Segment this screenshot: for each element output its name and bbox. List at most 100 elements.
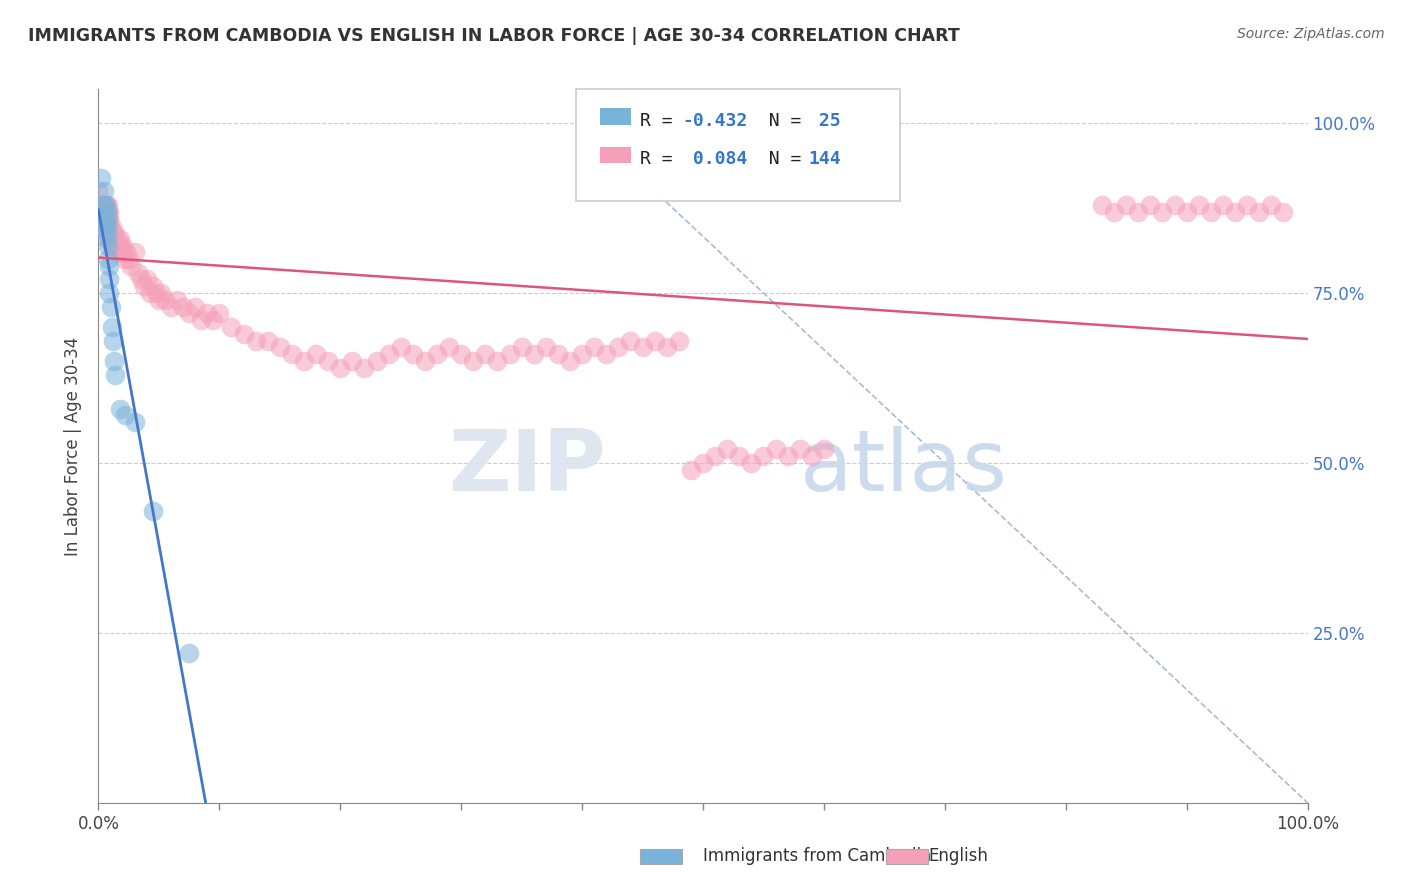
Point — [90, 170, 112, 185]
Point — [87, 184, 110, 198]
Point — [91, 211, 114, 226]
Point — [101, 334, 124, 348]
Point — [789, 442, 811, 457]
Point — [534, 341, 557, 355]
Point — [1249, 204, 1271, 219]
Point — [166, 293, 188, 307]
Point — [91, 218, 114, 232]
Point — [101, 225, 124, 239]
Point — [91, 204, 114, 219]
Point — [96, 204, 118, 219]
Point — [94, 211, 117, 226]
Text: atlas: atlas — [800, 425, 1008, 509]
Text: English: English — [928, 847, 988, 865]
Point — [98, 218, 121, 232]
Text: IMMIGRANTS FROM CAMBODIA VS ENGLISH IN LABOR FORCE | AGE 30-34 CORRELATION CHART: IMMIGRANTS FROM CAMBODIA VS ENGLISH IN L… — [28, 27, 960, 45]
Point — [114, 409, 136, 423]
Point — [96, 218, 118, 232]
Point — [510, 341, 533, 355]
Point — [1272, 204, 1295, 219]
Point — [1188, 198, 1211, 212]
Point — [342, 354, 364, 368]
Point — [89, 198, 111, 212]
Point — [91, 218, 114, 232]
Point — [93, 204, 115, 219]
Point — [110, 245, 132, 260]
Point — [91, 211, 114, 226]
Point — [108, 232, 131, 246]
Point — [98, 232, 121, 246]
Point — [91, 218, 114, 232]
Point — [765, 442, 787, 457]
Point — [269, 341, 291, 355]
Point — [129, 272, 152, 286]
Text: R =: R = — [640, 150, 683, 168]
Text: 0.084: 0.084 — [682, 150, 747, 168]
Point — [305, 347, 328, 361]
Point — [90, 198, 112, 212]
Point — [97, 238, 120, 252]
Point — [195, 306, 218, 320]
Point — [100, 218, 122, 232]
Point — [97, 218, 120, 232]
Point — [112, 245, 135, 260]
Point — [91, 204, 114, 219]
Point — [179, 646, 201, 660]
Point — [704, 449, 727, 463]
Point — [96, 204, 118, 219]
Point — [100, 232, 122, 246]
Point — [91, 211, 114, 226]
Point — [100, 225, 122, 239]
Point — [1152, 204, 1174, 219]
Point — [139, 286, 162, 301]
Point — [91, 198, 114, 212]
Point — [135, 272, 157, 286]
Point — [134, 279, 156, 293]
Point — [118, 252, 141, 266]
Point — [89, 204, 111, 219]
Point — [93, 198, 115, 212]
Point — [104, 368, 127, 382]
Point — [108, 245, 131, 260]
Point — [450, 347, 472, 361]
Point — [98, 259, 121, 273]
Point — [583, 341, 606, 355]
Point — [90, 204, 112, 219]
Point — [108, 238, 131, 252]
Point — [668, 334, 690, 348]
Point — [1128, 204, 1150, 219]
Point — [97, 204, 120, 219]
Point — [402, 347, 425, 361]
Point — [104, 232, 127, 246]
Point — [96, 211, 118, 226]
Point — [91, 211, 114, 226]
Point — [96, 211, 118, 226]
Point — [115, 245, 138, 260]
Point — [107, 232, 129, 246]
Point — [93, 211, 115, 226]
Point — [716, 442, 738, 457]
Point — [96, 232, 118, 246]
Point — [1102, 204, 1125, 219]
Point — [89, 198, 111, 212]
Point — [103, 238, 125, 252]
Point — [96, 225, 118, 239]
Point — [498, 347, 520, 361]
Point — [184, 300, 207, 314]
Point — [90, 198, 112, 212]
Point — [97, 225, 120, 239]
Point — [124, 415, 146, 429]
Point — [100, 238, 122, 252]
Point — [96, 218, 118, 232]
Point — [90, 204, 112, 219]
Point — [202, 313, 225, 327]
Point — [558, 354, 581, 368]
Point — [93, 198, 115, 212]
Point — [100, 225, 122, 239]
Point — [91, 198, 114, 212]
Point — [98, 286, 121, 301]
Text: ZIP: ZIP — [449, 425, 606, 509]
Point — [94, 198, 117, 212]
Point — [631, 341, 654, 355]
Point — [127, 266, 149, 280]
